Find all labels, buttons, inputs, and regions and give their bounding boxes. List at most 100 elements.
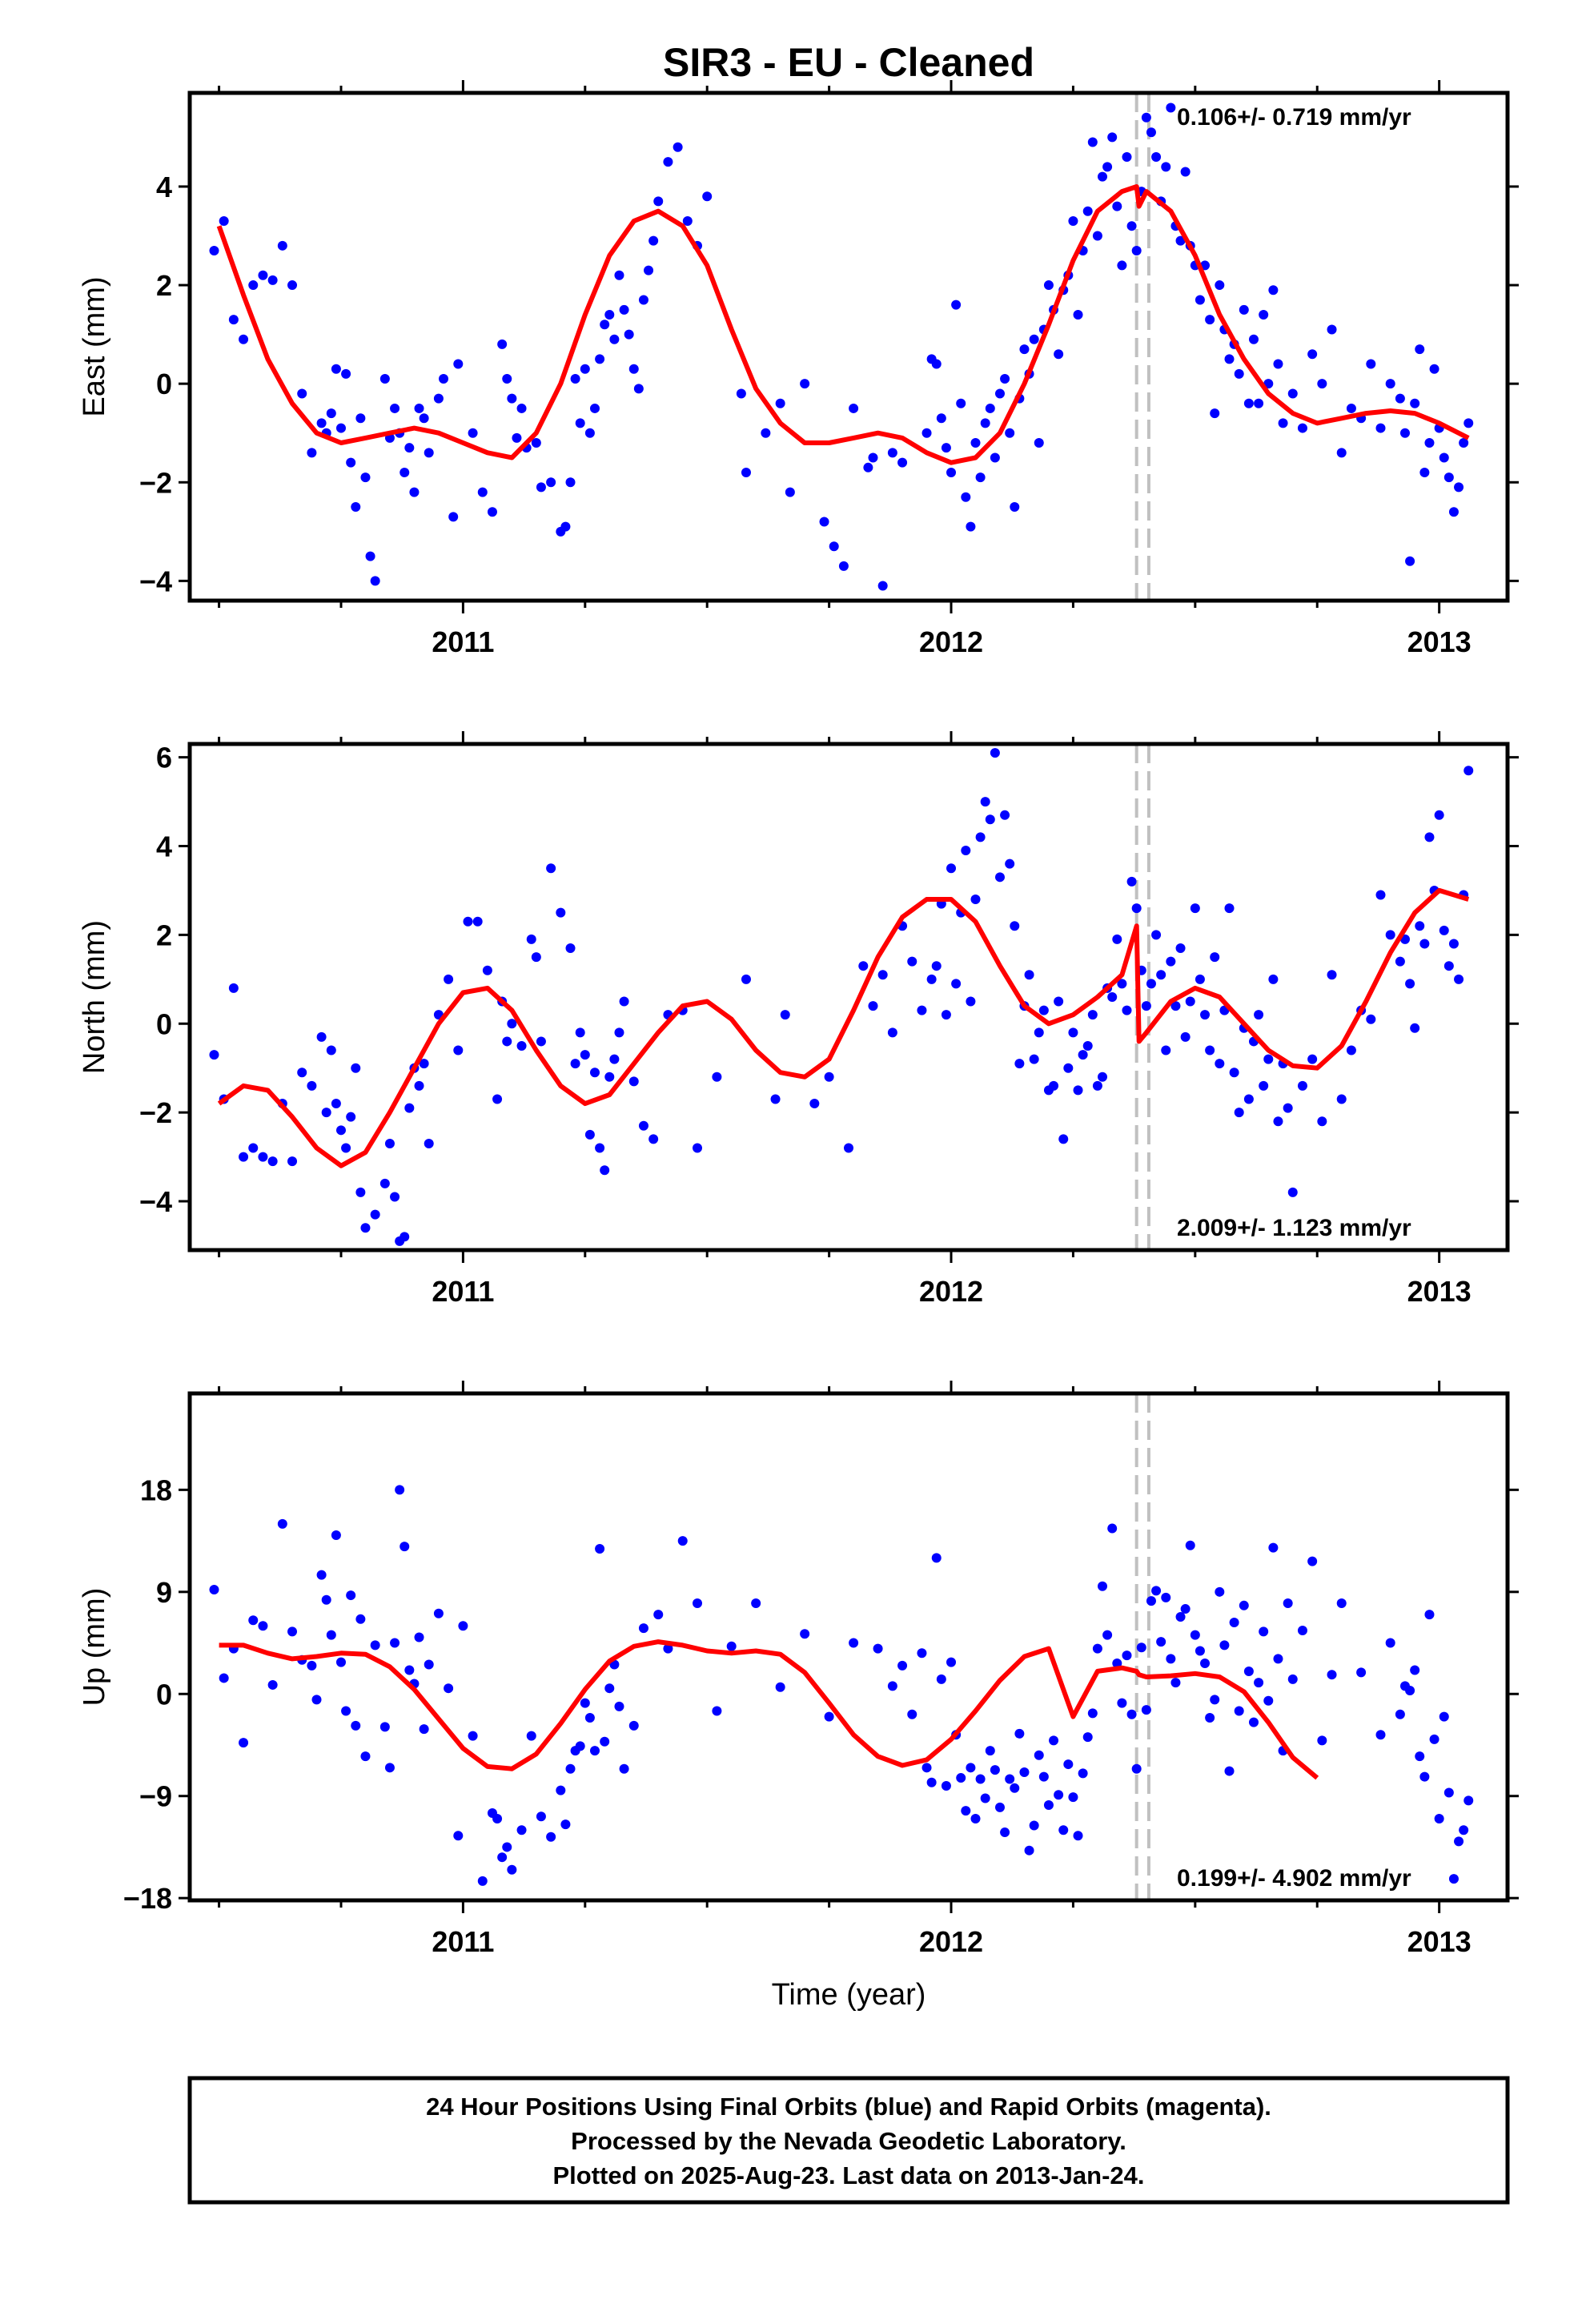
data-point bbox=[589, 1068, 600, 1078]
data-point bbox=[985, 814, 995, 825]
data-point bbox=[1180, 167, 1191, 177]
data-point bbox=[1190, 1630, 1200, 1640]
data-point bbox=[424, 448, 434, 458]
data-point bbox=[346, 457, 356, 468]
data-point bbox=[1141, 112, 1151, 123]
data-point bbox=[1375, 890, 1386, 900]
data-point bbox=[239, 1738, 249, 1748]
data-point bbox=[351, 1720, 361, 1731]
data-point bbox=[1166, 1654, 1176, 1664]
data-point bbox=[1415, 1751, 1425, 1762]
data-point bbox=[1146, 1596, 1156, 1606]
data-point bbox=[1151, 930, 1162, 940]
footer-line-1: 24 Hour Positions Using Final Orbits (bl… bbox=[426, 2093, 1271, 2121]
data-point bbox=[1068, 1792, 1078, 1803]
data-point bbox=[1243, 1666, 1254, 1676]
data-point bbox=[1287, 388, 1298, 399]
data-point bbox=[355, 413, 366, 424]
data-point bbox=[619, 996, 629, 1007]
data-point bbox=[1092, 1080, 1102, 1091]
data-point bbox=[1141, 1001, 1151, 1011]
data-point bbox=[1068, 1027, 1078, 1038]
data-point bbox=[951, 300, 962, 310]
data-point bbox=[1082, 206, 1093, 216]
data-point bbox=[209, 1050, 219, 1060]
data-point bbox=[1161, 1592, 1171, 1602]
data-point bbox=[1459, 438, 1469, 448]
data-point bbox=[966, 1763, 976, 1773]
data-point bbox=[370, 1640, 380, 1651]
y-tick-label: 4 bbox=[156, 830, 172, 863]
data-point bbox=[1346, 1045, 1356, 1055]
data-point bbox=[1459, 1825, 1469, 1835]
data-point bbox=[1034, 1027, 1044, 1038]
data-point bbox=[1000, 1827, 1010, 1838]
data-point bbox=[975, 472, 986, 483]
data-point bbox=[384, 1138, 395, 1148]
data-point bbox=[1092, 231, 1102, 241]
y-tick-label: 2 bbox=[156, 269, 172, 302]
data-point bbox=[1366, 1014, 1376, 1024]
data-point bbox=[1464, 1795, 1474, 1806]
data-point bbox=[1336, 448, 1347, 458]
y-tick-label: 0 bbox=[156, 1007, 172, 1040]
data-point bbox=[990, 1765, 1000, 1775]
data-point bbox=[1297, 423, 1307, 433]
data-point bbox=[472, 916, 483, 927]
data-point bbox=[335, 1657, 346, 1667]
data-point bbox=[1043, 1800, 1054, 1811]
data-point bbox=[1005, 428, 1015, 438]
data-point bbox=[341, 1143, 351, 1153]
data-point bbox=[556, 907, 566, 918]
data-point bbox=[1287, 1674, 1298, 1684]
data-point bbox=[453, 359, 464, 369]
data-point bbox=[1297, 1625, 1307, 1635]
data-point bbox=[565, 943, 576, 954]
data-point bbox=[648, 235, 659, 246]
data-point bbox=[1054, 349, 1064, 360]
data-point bbox=[1443, 472, 1454, 483]
data-point bbox=[887, 1681, 897, 1691]
data-point bbox=[844, 1143, 853, 1153]
data-point bbox=[1234, 1706, 1244, 1716]
data-point bbox=[1131, 903, 1142, 914]
data-point bbox=[1102, 1630, 1113, 1640]
data-point bbox=[414, 1080, 424, 1091]
data-point bbox=[277, 240, 287, 251]
data-point bbox=[424, 1659, 434, 1670]
data-point bbox=[931, 1553, 942, 1563]
x-axis-label: Time (year) bbox=[772, 1978, 926, 2012]
footer-line-2: Processed by the Nevada Geodetic Laborat… bbox=[571, 2127, 1126, 2155]
data-point bbox=[956, 1773, 966, 1783]
data-point bbox=[638, 1623, 648, 1634]
data-point bbox=[1195, 1646, 1205, 1656]
data-point bbox=[1136, 1642, 1146, 1653]
data-point bbox=[712, 1706, 722, 1716]
data-point bbox=[453, 1045, 464, 1055]
data-point bbox=[512, 432, 522, 443]
data-point bbox=[1283, 1103, 1293, 1113]
data-point bbox=[1405, 1686, 1415, 1696]
data-point bbox=[1375, 423, 1386, 433]
data-point bbox=[326, 1630, 336, 1640]
data-point bbox=[1395, 1709, 1405, 1719]
y-tick-label: −2 bbox=[139, 466, 172, 499]
data-point bbox=[970, 438, 981, 448]
data-point bbox=[931, 359, 942, 369]
data-point bbox=[1464, 418, 1474, 428]
data-point bbox=[1161, 1045, 1171, 1055]
data-point bbox=[1210, 1695, 1220, 1705]
data-point bbox=[570, 1059, 580, 1069]
data-point bbox=[604, 309, 615, 320]
data-point bbox=[873, 1643, 883, 1654]
data-point bbox=[458, 1621, 468, 1631]
data-point bbox=[1131, 245, 1142, 255]
data-point bbox=[907, 956, 917, 967]
data-point bbox=[482, 965, 492, 975]
data-point bbox=[390, 1192, 400, 1202]
data-point bbox=[1087, 137, 1098, 147]
data-point bbox=[546, 863, 556, 874]
data-point bbox=[858, 961, 869, 971]
data-point bbox=[404, 443, 415, 453]
data-point bbox=[1131, 1763, 1142, 1774]
